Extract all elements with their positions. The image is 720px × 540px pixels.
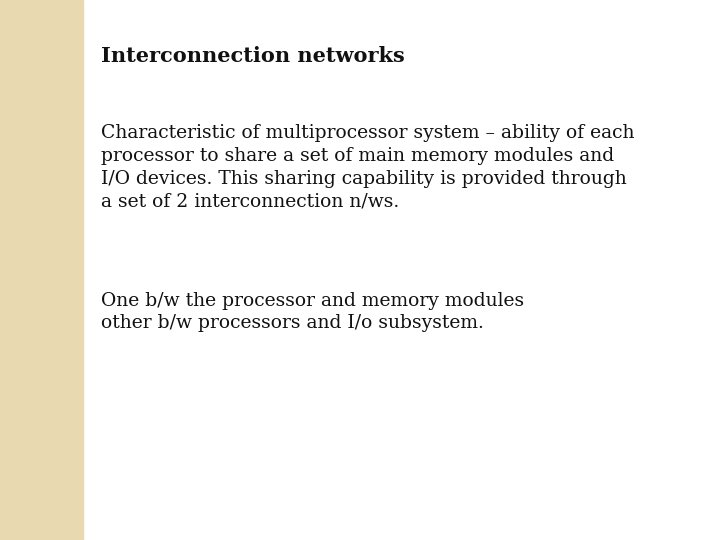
Text: Characteristic of multiprocessor system – ability of each
processor to share a s: Characteristic of multiprocessor system … [101,124,634,211]
Text: Interconnection networks: Interconnection networks [101,46,405,66]
Text: One b/w the processor and memory modules
other b/w processors and I/o subsystem.: One b/w the processor and memory modules… [101,292,524,333]
Bar [0,0,83,540]
